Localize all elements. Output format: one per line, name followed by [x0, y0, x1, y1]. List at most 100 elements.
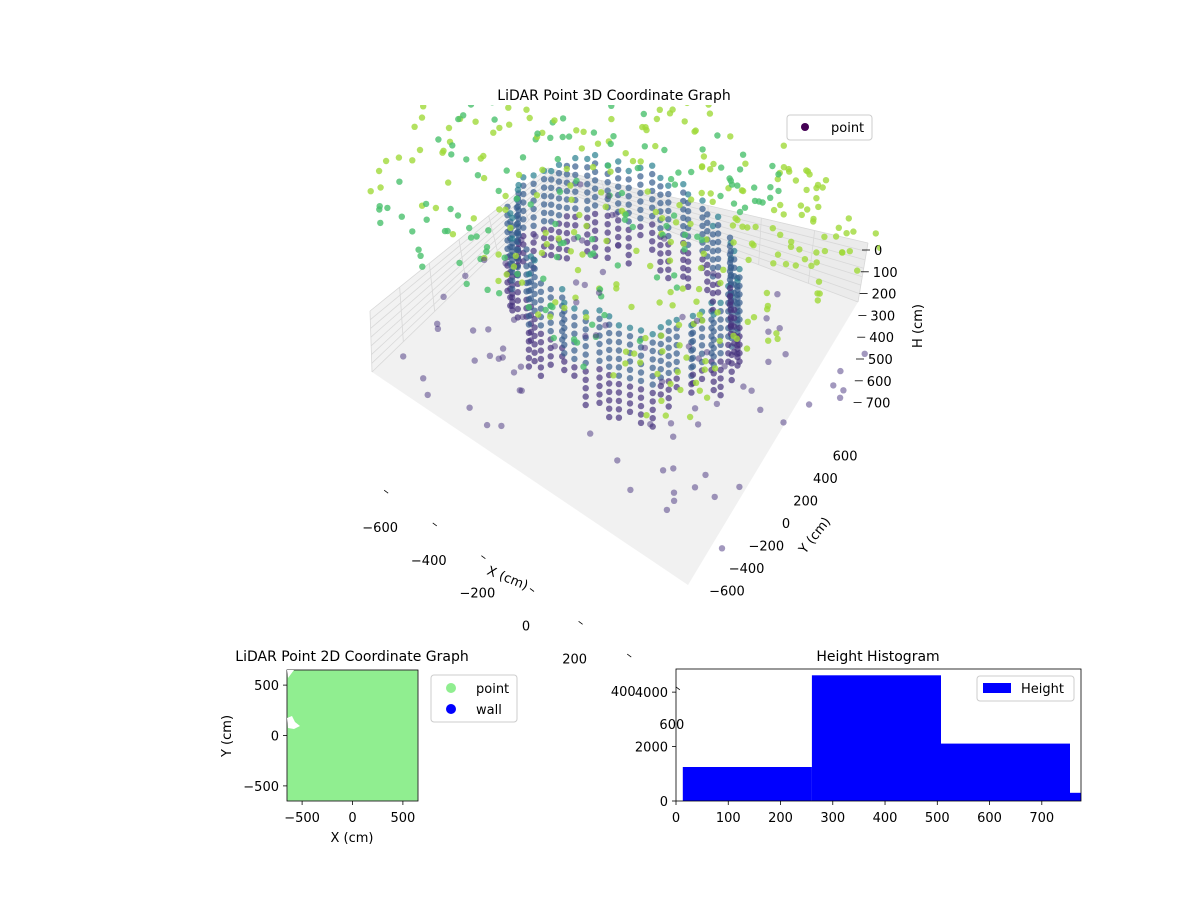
- point-marker: [537, 280, 545, 287]
- point-marker: [821, 233, 828, 240]
- point-marker: [559, 294, 566, 301]
- point-marker: [570, 228, 578, 236]
- point-marker: [767, 194, 774, 201]
- point-marker: [582, 401, 589, 409]
- point-marker: [684, 275, 692, 282]
- point-marker: [584, 197, 591, 205]
- point-marker: [641, 143, 648, 150]
- point-marker: [501, 254, 508, 261]
- point-marker: [714, 255, 722, 262]
- point-marker: [675, 321, 683, 329]
- chart-2d: LiDAR Point 2D Coordinate Graph −500 0 500…: [220, 649, 518, 846]
- point-marker: [673, 333, 680, 340]
- point-marker: [816, 290, 823, 297]
- point-marker: [625, 184, 632, 191]
- point-marker: [531, 299, 538, 306]
- point-marker: [717, 279, 724, 287]
- point-marker: [840, 387, 847, 394]
- point-marker: [518, 279, 526, 286]
- point-marker: [709, 231, 717, 238]
- point-marker: [665, 216, 672, 223]
- point-marker: [838, 249, 846, 256]
- point-marker: [448, 151, 455, 158]
- point-marker: [642, 334, 649, 342]
- point-marker: [733, 335, 740, 342]
- point-marker: [439, 149, 446, 156]
- point-marker: [606, 413, 613, 421]
- point-marker: [718, 545, 726, 552]
- point-marker: [780, 142, 787, 149]
- point-marker: [713, 400, 721, 408]
- point-marker: [665, 386, 672, 393]
- point-marker: [577, 68, 583, 74]
- point-marker: [717, 383, 724, 390]
- point-marker: [657, 391, 664, 398]
- point-marker: [710, 386, 717, 394]
- legend-3d-label: point: [831, 121, 864, 136]
- point-marker: [637, 402, 645, 410]
- legend-histogram-swatch: [983, 683, 1011, 693]
- point-marker: [696, 311, 703, 318]
- point-marker: [582, 393, 589, 400]
- x-tick-3d: [481, 555, 486, 560]
- point-marker: [553, 253, 561, 261]
- point-marker: [649, 229, 656, 237]
- point-marker: [525, 279, 533, 286]
- point-marker: [656, 299, 663, 306]
- point-marker: [669, 302, 676, 309]
- point-marker: [767, 184, 774, 191]
- point-marker: [580, 128, 587, 135]
- x-tick-label-3d: 600: [659, 718, 684, 733]
- point-marker: [578, 80, 584, 86]
- point-marker: [491, 80, 497, 86]
- point-marker: [695, 355, 702, 362]
- point-marker: [570, 336, 578, 343]
- point-marker: [782, 351, 789, 358]
- x-tick-3d: [578, 620, 583, 625]
- point-marker: [596, 315, 603, 322]
- point-marker: [716, 337, 723, 345]
- point-marker: [607, 168, 614, 175]
- point-marker: [584, 231, 591, 238]
- point-marker: [454, 94, 460, 100]
- point-marker: [377, 219, 384, 227]
- x-tick-label-3d: 400: [611, 685, 636, 700]
- point-marker: [559, 115, 567, 122]
- point-marker: [649, 212, 656, 220]
- point-marker: [727, 292, 734, 299]
- point-marker: [819, 184, 826, 191]
- point-marker: [601, 311, 608, 319]
- point-marker: [531, 332, 538, 340]
- point-marker: [745, 256, 752, 264]
- point-marker: [757, 406, 764, 413]
- point-marker: [615, 77, 621, 83]
- point-marker: [409, 157, 416, 164]
- point-marker: [525, 312, 533, 320]
- point-marker: [475, 54, 481, 60]
- point-marker: [464, 74, 470, 80]
- point-marker: [661, 235, 668, 242]
- point-marker: [376, 203, 383, 210]
- point-marker: [734, 182, 741, 189]
- point-marker: [626, 333, 634, 340]
- point-marker: [616, 52, 622, 58]
- point-marker: [637, 359, 644, 366]
- point-marker: [631, 350, 638, 357]
- point-marker: [520, 207, 527, 215]
- y-tick-label-2d: −500: [243, 780, 279, 795]
- point-marker: [411, 123, 418, 130]
- histogram-x-tick-label: 0: [672, 811, 680, 826]
- point-marker: [836, 394, 844, 401]
- point-marker: [525, 287, 533, 295]
- histogram-x-tick-label: 600: [977, 811, 1002, 826]
- point-marker: [626, 400, 634, 407]
- point-marker: [485, 227, 492, 234]
- point-marker: [881, 221, 887, 227]
- point-marker: [698, 189, 705, 197]
- point-marker: [615, 166, 622, 174]
- point-marker: [583, 222, 590, 230]
- point-marker: [484, 286, 491, 293]
- point-marker: [707, 166, 714, 173]
- point-marker: [606, 380, 613, 387]
- point-marker: [520, 199, 527, 206]
